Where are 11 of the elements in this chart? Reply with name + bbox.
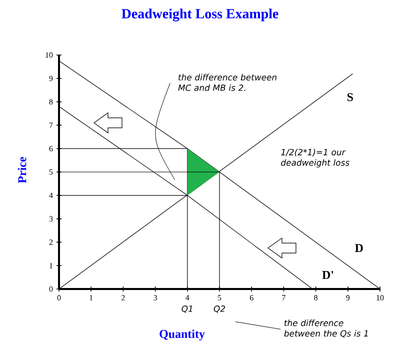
series-label: D': [322, 271, 334, 279]
y-axis-title: Price: [18, 157, 26, 184]
annotation: Q2: [214, 306, 225, 313]
chart-title: Deadweight Loss Example: [122, 8, 278, 22]
x-axis-title: Quantity: [160, 330, 205, 340]
series-label: D: [355, 244, 363, 252]
annotation: 1/2(2*1)=1 our deadweight loss: [281, 148, 350, 168]
text: the difference between the Qs is 1: [284, 320, 368, 338]
series-label: S: [347, 93, 353, 102]
annotation: the difference between MC and MB is 2.: [178, 74, 277, 91]
annotation: Q1: [182, 306, 192, 313]
